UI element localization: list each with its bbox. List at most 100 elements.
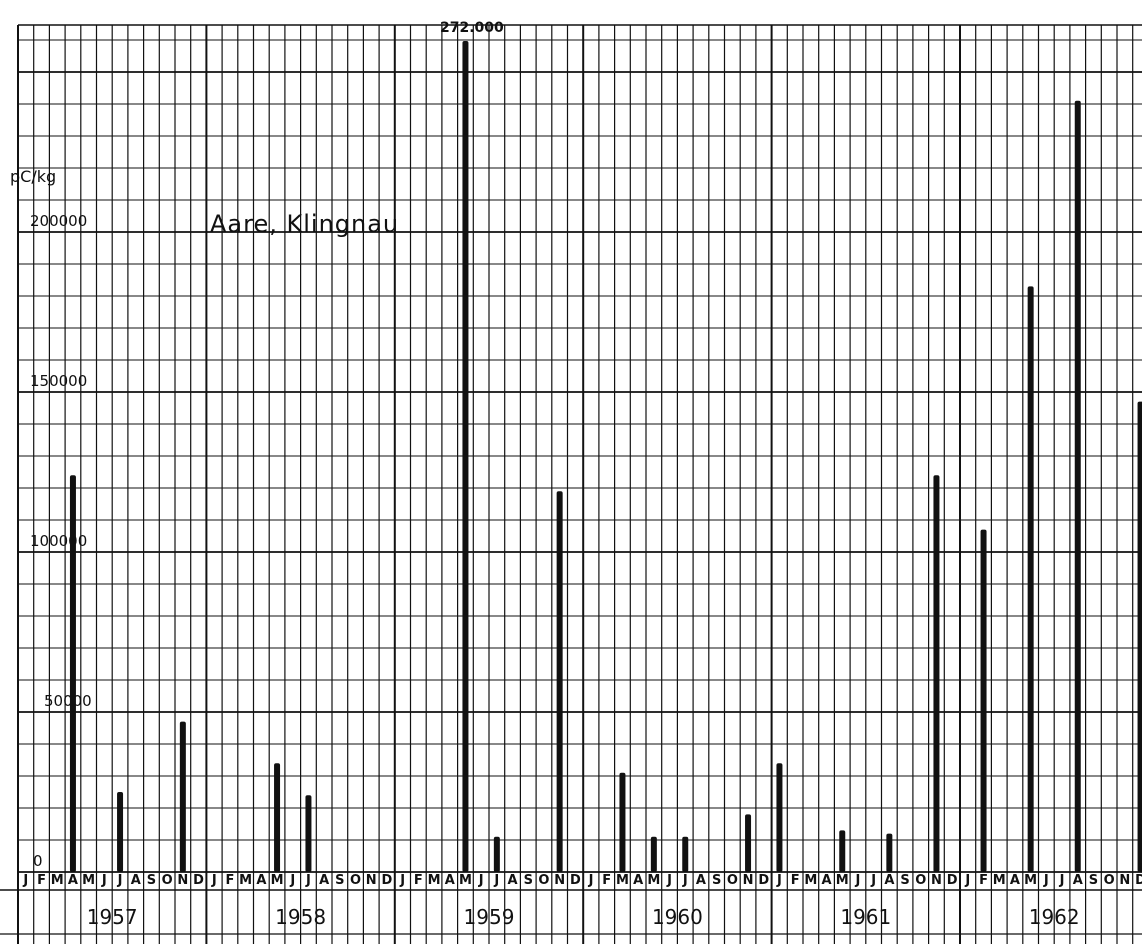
data-bar	[886, 833, 893, 872]
month-label: F	[226, 873, 235, 888]
month-label: J	[22, 873, 28, 888]
y-tick-label: 100000	[30, 532, 87, 550]
month-label: J	[666, 873, 672, 888]
month-label: J	[682, 873, 688, 888]
month-label: S	[712, 873, 721, 888]
month-label: D	[1135, 873, 1142, 888]
data-bar	[839, 830, 846, 872]
month-label: F	[602, 873, 611, 888]
month-label: S	[147, 873, 156, 888]
month-label: J	[305, 873, 311, 888]
data-bar	[556, 491, 563, 872]
month-label: D	[947, 873, 958, 888]
y-axis-labels: 0 50000 100000 150000 200000	[30, 212, 92, 870]
month-label: D	[570, 873, 581, 888]
month-label: O	[1104, 873, 1115, 888]
month-label: O	[162, 873, 173, 888]
month-label: A	[1073, 873, 1083, 888]
data-bar	[933, 475, 940, 872]
month-label: M	[51, 873, 64, 888]
month-label: A	[633, 873, 643, 888]
month-label: J	[588, 873, 594, 888]
data-bar	[69, 475, 76, 872]
year-label: 1958	[275, 905, 326, 929]
month-label: A	[696, 873, 706, 888]
month-label: M	[271, 873, 284, 888]
data-bar	[1074, 100, 1081, 873]
year-label: 1962	[1029, 905, 1080, 929]
data-bar	[462, 41, 469, 872]
month-label: F	[37, 873, 46, 888]
month-label: J	[478, 873, 484, 888]
month-label: J	[399, 873, 405, 888]
month-label: A	[884, 873, 894, 888]
month-label: N	[1119, 873, 1130, 888]
month-label: D	[382, 873, 393, 888]
month-label: M	[993, 873, 1006, 888]
month-label: S	[900, 873, 909, 888]
month-label: J	[1059, 873, 1065, 888]
month-label: J	[101, 873, 107, 888]
month-label: O	[350, 873, 361, 888]
month-label: J	[1043, 873, 1049, 888]
month-label: F	[979, 873, 988, 888]
month-label: O	[538, 873, 549, 888]
month-label: S	[524, 873, 533, 888]
month-label: J	[211, 873, 217, 888]
month-label: N	[177, 873, 188, 888]
month-label: J	[776, 873, 782, 888]
data-bar	[274, 763, 281, 872]
month-label: D	[193, 873, 204, 888]
year-label-row: 1957 1958 1959 1960 1961 1962	[87, 905, 1080, 929]
month-label: J	[117, 873, 123, 888]
year-label: 1957	[87, 905, 138, 929]
month-label: J	[964, 873, 970, 888]
data-bar	[980, 529, 987, 872]
month-label: J	[870, 873, 876, 888]
month-label: A	[68, 873, 78, 888]
y-tick-label: 50000	[44, 692, 92, 710]
month-label: F	[791, 873, 800, 888]
month-label: O	[727, 873, 738, 888]
month-label: M	[1024, 873, 1037, 888]
month-label: S	[1089, 873, 1098, 888]
y-axis-unit-label: pC/kg	[10, 167, 56, 186]
year-label: 1959	[464, 905, 515, 929]
data-bar	[776, 763, 783, 872]
month-label: M	[239, 873, 252, 888]
month-label: A	[445, 873, 455, 888]
data-bar	[682, 836, 689, 872]
month-label: A	[822, 873, 832, 888]
month-label: M	[616, 873, 629, 888]
month-label: S	[335, 873, 344, 888]
data-bar	[305, 795, 312, 872]
y-tick-label: 0	[33, 852, 43, 870]
data-bar	[1137, 401, 1142, 872]
month-label: O	[915, 873, 926, 888]
month-label: A	[319, 873, 329, 888]
grid-lines	[0, 24, 1142, 944]
data-bar	[650, 836, 657, 872]
clipped-bar-annotation: 272.000	[440, 20, 504, 36]
month-label: D	[758, 873, 769, 888]
month-label: N	[743, 873, 754, 888]
month-label: A	[508, 873, 518, 888]
chart-title: Aare, Klingnau	[210, 210, 399, 238]
data-bar	[493, 836, 500, 872]
month-label: N	[554, 873, 565, 888]
data-bar	[619, 772, 626, 872]
data-bar	[745, 814, 752, 872]
month-label: N	[366, 873, 377, 888]
month-label: J	[289, 873, 295, 888]
month-label: M	[804, 873, 817, 888]
y-tick-label: 150000	[30, 372, 87, 390]
month-label: F	[414, 873, 423, 888]
month-label: J	[493, 873, 499, 888]
year-label: 1960	[652, 905, 703, 929]
data-bar	[179, 721, 186, 872]
year-label: 1961	[840, 905, 891, 929]
bar-series	[69, 41, 1142, 873]
month-label: M	[459, 873, 472, 888]
